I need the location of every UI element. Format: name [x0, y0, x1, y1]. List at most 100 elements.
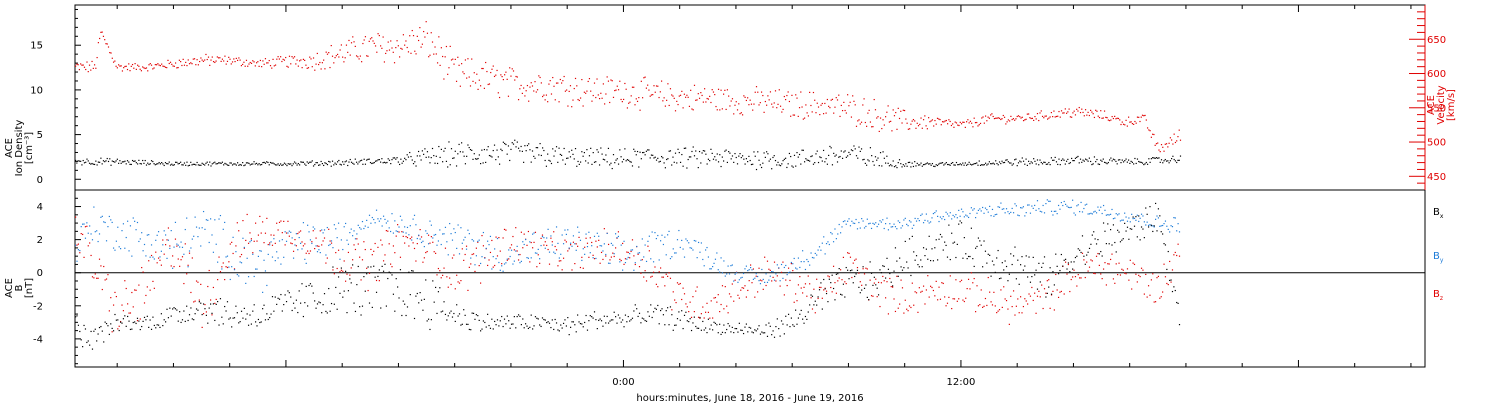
- velocity-series-point: [830, 99, 832, 101]
- bz-series-point: [430, 236, 432, 238]
- bz-series-point: [643, 276, 645, 278]
- bz-series-point: [584, 246, 586, 248]
- by-series-point: [858, 221, 860, 224]
- density-series-point: [1125, 158, 1127, 160]
- by-series-point: [489, 235, 492, 238]
- density-series-point: [577, 160, 579, 163]
- velocity-series-point: [80, 63, 82, 65]
- by-series-point: [821, 242, 823, 244]
- bx-series-point: [349, 278, 351, 280]
- velocity-series-point: [278, 58, 280, 60]
- density-series-point: [350, 161, 353, 163]
- density-series-point: [197, 164, 199, 166]
- by-series-point: [368, 214, 371, 216]
- bz-series-point: [605, 255, 607, 257]
- by-series-point: [477, 240, 479, 243]
- by-series-point: [527, 257, 530, 259]
- bx-series-point: [211, 312, 213, 314]
- by-series-point: [879, 220, 881, 222]
- density-series-point: [629, 160, 631, 163]
- density-series-point: [519, 150, 521, 152]
- density-series-point: [295, 162, 297, 164]
- by-series-point: [678, 229, 680, 232]
- by-series-point: [1114, 217, 1116, 219]
- bx-series-point: [795, 309, 797, 311]
- by-series-point: [1079, 210, 1081, 213]
- density-series-point: [652, 154, 654, 156]
- by-series-point: [367, 226, 369, 228]
- by-series-point: [1111, 208, 1113, 211]
- bz-series-point: [191, 257, 193, 259]
- bx-series-point: [606, 315, 608, 318]
- bz-series-point: [416, 242, 418, 245]
- velocity-series-point: [1101, 117, 1103, 119]
- density-series-point: [434, 162, 436, 164]
- bz-series-point: [840, 269, 842, 271]
- density-series-point: [857, 157, 859, 159]
- velocity-series-point: [633, 86, 635, 88]
- bx-series-point: [863, 287, 866, 289]
- velocity-series-point: [190, 62, 192, 64]
- bx-series-point: [970, 227, 972, 229]
- bx-series-point: [803, 322, 805, 324]
- velocity-series-point: [566, 89, 568, 91]
- bx-series-point: [705, 327, 707, 329]
- density-series-point: [1030, 161, 1032, 163]
- density-series-point: [358, 161, 360, 163]
- velocity-series-point: [328, 52, 330, 54]
- by-series-point: [322, 232, 324, 234]
- bx-series-point: [86, 341, 88, 344]
- bx-series-point: [1167, 250, 1169, 253]
- density-series-point: [1000, 162, 1002, 165]
- b-tick-label: 4: [37, 202, 43, 213]
- by-series-point: [1143, 221, 1145, 223]
- bx-series-point: [571, 321, 573, 323]
- by-series-point: [664, 236, 666, 238]
- by-series-point: [945, 211, 947, 213]
- bz-series-point: [738, 297, 740, 299]
- bx-series-point: [235, 305, 237, 307]
- density-series-point: [326, 163, 329, 166]
- bx-series-point: [343, 290, 345, 292]
- velocity-series-point: [1102, 117, 1104, 119]
- velocity-series-point: [726, 89, 728, 91]
- velocity-series-point: [100, 31, 102, 33]
- by-series-point: [336, 237, 338, 239]
- by-series-point: [1128, 217, 1130, 219]
- density-series-point: [657, 157, 659, 159]
- velocity-series-point: [243, 61, 245, 63]
- bx-series-point: [1098, 253, 1100, 255]
- bx-series-point: [869, 261, 871, 263]
- velocity-series-point: [987, 116, 989, 118]
- velocity-series-point: [516, 76, 518, 78]
- velocity-series-point: [283, 59, 286, 61]
- velocity-series-point: [569, 85, 572, 87]
- by-series-point: [702, 258, 704, 261]
- bx-series: [75, 202, 1181, 350]
- by-series-point: [1169, 231, 1171, 233]
- density-series-point: [812, 163, 815, 165]
- density-series-point: [783, 158, 785, 160]
- by-series-point: [1039, 210, 1041, 212]
- density-series-point: [431, 147, 434, 150]
- density-series-point: [173, 164, 175, 166]
- velocity-series-point: [720, 89, 722, 91]
- velocity-series-point: [672, 95, 674, 97]
- density-series-point: [78, 160, 80, 162]
- bz-series-point: [460, 279, 462, 282]
- bx-series-point: [186, 305, 188, 307]
- bz-series-point: [260, 232, 262, 234]
- velocity-series-point: [652, 94, 654, 96]
- bx-series-point: [607, 322, 610, 324]
- velocity-series-point: [654, 91, 656, 93]
- by-series-point: [263, 259, 265, 261]
- bx-series-point: [318, 301, 320, 303]
- bx-series-point: [772, 330, 774, 332]
- density-series-point: [276, 164, 278, 166]
- bz-series-point: [917, 311, 919, 313]
- by-series-point: [200, 245, 202, 247]
- bz-series-point: [165, 244, 167, 246]
- bx-series-point: [1114, 241, 1116, 244]
- velocity-series-point: [1091, 111, 1093, 113]
- velocity-series-point: [838, 94, 840, 96]
